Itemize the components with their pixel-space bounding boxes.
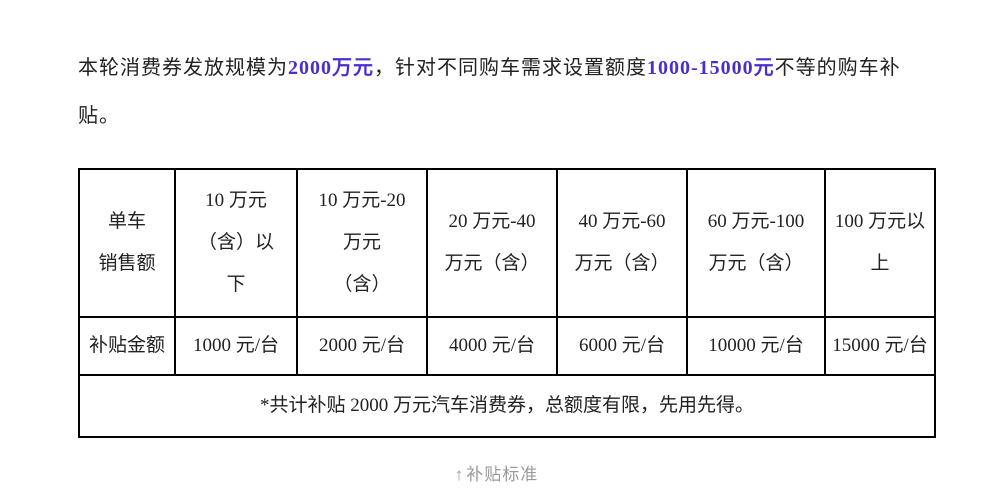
tier-cell: 60 万元-100 万元（含） bbox=[687, 169, 825, 317]
tier-cell: 40 万元-60 万元（含） bbox=[557, 169, 687, 317]
tier-line: （含） bbox=[302, 264, 422, 306]
document-page: 本轮消费券发放规模为2000万元，针对不同购车需求设置额度1000-15000元… bbox=[0, 0, 993, 485]
amount-cell: 6000 元/台 bbox=[557, 317, 687, 375]
tier-line: 万元 bbox=[302, 222, 422, 264]
table-row: *共计补贴 2000 万元汽车消费券，总额度有限，先用先得。 bbox=[79, 375, 935, 437]
table-row: 补贴金额 1000 元/台 2000 元/台 4000 元/台 6000 元/台… bbox=[79, 317, 935, 375]
up-arrow-icon: ↑ bbox=[455, 465, 465, 485]
caption-text: 补贴标准 bbox=[466, 465, 538, 484]
intro-highlight-range: 1000-15000元 bbox=[647, 57, 775, 79]
tier-line: （含）以 bbox=[180, 222, 292, 264]
tier-cell: 20 万元-40 万元（含） bbox=[427, 169, 557, 317]
intro-highlight-scale: 2000万元 bbox=[288, 57, 374, 79]
row-header-sales-l2: 销售额 bbox=[84, 243, 170, 285]
row-header-sales-l1: 单车 bbox=[84, 201, 170, 243]
tier-cell: 100 万元以 上 bbox=[825, 169, 935, 317]
intro-paragraph: 本轮消费券发放规模为2000万元，针对不同购车需求设置额度1000-15000元… bbox=[78, 44, 915, 140]
intro-text-pre: 本轮消费券发放规模为 bbox=[78, 57, 288, 79]
tier-cell: 10 万元-20 万元 （含） bbox=[297, 169, 427, 317]
tier-line: 100 万元以 bbox=[830, 201, 930, 243]
tier-line: 万元（含） bbox=[562, 243, 682, 285]
subsidy-table: 单车 销售额 10 万元 （含）以 下 10 万元-20 万元 （含） 20 万… bbox=[78, 168, 936, 438]
tier-line: 10 万元-20 bbox=[302, 180, 422, 222]
tier-line: 下 bbox=[180, 264, 292, 306]
amount-cell: 15000 元/台 bbox=[825, 317, 935, 375]
tier-line: 60 万元-100 bbox=[692, 201, 820, 243]
tier-cell: 10 万元 （含）以 下 bbox=[175, 169, 297, 317]
table-row: 单车 销售额 10 万元 （含）以 下 10 万元-20 万元 （含） 20 万… bbox=[79, 169, 935, 317]
amount-cell: 2000 元/台 bbox=[297, 317, 427, 375]
tier-line: 40 万元-60 bbox=[562, 201, 682, 243]
table-footnote: *共计补贴 2000 万元汽车消费券，总额度有限，先用先得。 bbox=[79, 375, 935, 437]
tier-line: 万元（含） bbox=[432, 243, 552, 285]
row-header-amount: 补贴金额 bbox=[79, 317, 175, 375]
tier-line: 20 万元-40 bbox=[432, 201, 552, 243]
figure-caption: ↑补贴标准 bbox=[78, 460, 915, 485]
tier-line: 上 bbox=[830, 243, 930, 285]
amount-cell: 1000 元/台 bbox=[175, 317, 297, 375]
amount-cell: 4000 元/台 bbox=[427, 317, 557, 375]
tier-line: 10 万元 bbox=[180, 180, 292, 222]
row-header-sales: 单车 销售额 bbox=[79, 169, 175, 317]
amount-cell: 10000 元/台 bbox=[687, 317, 825, 375]
intro-text-mid: ，针对不同购车需求设置额度 bbox=[374, 57, 647, 79]
tier-line: 万元（含） bbox=[692, 243, 820, 285]
